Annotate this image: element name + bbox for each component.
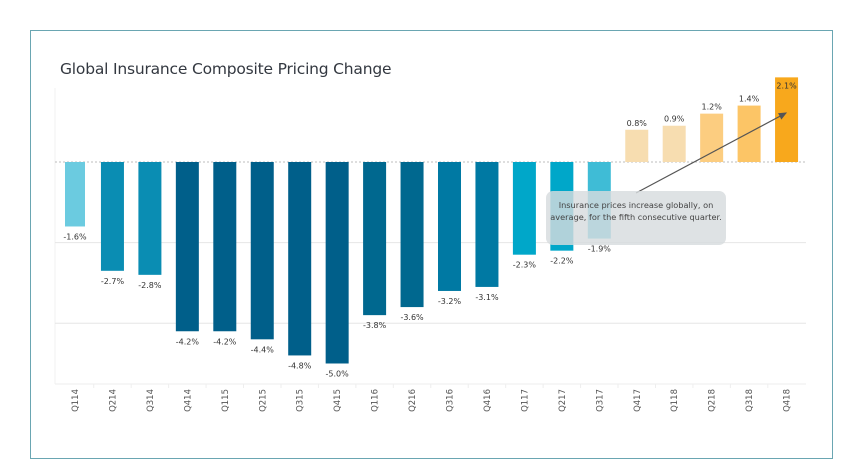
data-label-Q317: -1.9% (588, 245, 612, 254)
data-label-Q117: -2.3% (513, 261, 537, 270)
x-tick-Q315: Q315 (296, 389, 306, 412)
x-tick-Q316: Q316 (446, 389, 456, 412)
x-axis-ticks: Q114 Q214 Q314 Q414 Q115 Q215 Q315 Q415 Q116 Q216… (71, 384, 793, 412)
x-tick-Q414: Q414 (183, 389, 193, 412)
x-tick-Q416: Q416 (483, 389, 493, 412)
annotation-arrow-line (635, 112, 788, 194)
bar-Q216[interactable] (400, 162, 424, 308)
bar-Q118[interactable] (662, 125, 686, 162)
x-tick-Q115: Q115 (221, 389, 231, 412)
bar-Q315[interactable] (288, 162, 312, 356)
x-tick-Q118: Q118 (670, 389, 680, 412)
bar-Q116[interactable] (363, 162, 387, 316)
bar-Q117[interactable] (512, 162, 536, 255)
bar-Q214[interactable] (100, 162, 124, 271)
x-tick-Q314: Q314 (146, 389, 156, 412)
data-label-Q215: -4.4% (251, 345, 275, 354)
data-label-Q417: 0.8% (627, 119, 648, 128)
bar-Q418[interactable] (775, 77, 799, 162)
data-label-Q416: -3.1% (475, 293, 499, 302)
bar-Q417[interactable] (625, 129, 649, 162)
x-tick-Q415: Q415 (333, 389, 343, 412)
chart-title: Global Insurance Composite Pricing Chang… (60, 60, 392, 78)
bar-Q414[interactable] (175, 162, 199, 332)
bar-Q114[interactable] (65, 162, 85, 227)
annotation-callout: Insurance prices increase globally, on a… (546, 191, 726, 245)
bar-Q415[interactable] (325, 162, 349, 364)
data-label-Q415: -5.0% (326, 370, 350, 379)
data-label-Q418: 2.1% (776, 81, 797, 90)
data-label-Q115: -4.2% (213, 337, 237, 346)
x-tick-Q317: Q317 (595, 389, 605, 412)
x-tick-Q114: Q114 (71, 389, 81, 412)
x-tick-Q217: Q217 (558, 389, 568, 412)
data-label-Q314: -2.8% (138, 281, 162, 290)
x-tick-Q116: Q116 (371, 389, 381, 412)
data-label-Q316: -3.2% (438, 297, 462, 306)
data-label-Q414: -4.2% (176, 337, 200, 346)
data-label-Q116: -3.8% (363, 321, 387, 330)
x-tick-Q214: Q214 (108, 389, 118, 412)
data-labels: -1.6% -2.7% -2.8% -4.2% -4.2% -4.4% -4.8% -5.0%… (63, 81, 797, 378)
x-tick-Q216: Q216 (408, 389, 418, 412)
bar-Q115[interactable] (213, 162, 237, 332)
x-tick-Q117: Q117 (520, 389, 530, 412)
x-tick-Q318: Q318 (745, 389, 755, 412)
bar-Q314[interactable] (138, 162, 162, 275)
bar-Q215[interactable] (250, 162, 274, 340)
x-tick-Q417: Q417 (633, 389, 643, 412)
data-label-Q318: 1.4% (739, 95, 760, 104)
bar-Q218[interactable] (700, 113, 724, 162)
bars (65, 77, 799, 364)
x-tick-Q218: Q218 (708, 389, 718, 412)
x-tick-Q215: Q215 (258, 389, 268, 412)
data-label-Q118: 0.9% (664, 115, 685, 124)
data-label-Q214: -2.7% (101, 277, 125, 286)
bar-Q318[interactable] (737, 105, 761, 162)
bar-Q316[interactable] (438, 162, 461, 291)
data-label-Q218: 1.2% (701, 103, 722, 112)
data-label-Q217: -2.2% (550, 257, 574, 266)
x-tick-Q418: Q418 (783, 389, 793, 412)
bar-Q416[interactable] (475, 162, 499, 287)
data-label-Q315: -4.8% (288, 361, 312, 370)
data-label-Q216: -3.6% (400, 313, 424, 322)
data-label-Q114: -1.6% (63, 232, 87, 241)
annotation-arrow (635, 112, 788, 194)
